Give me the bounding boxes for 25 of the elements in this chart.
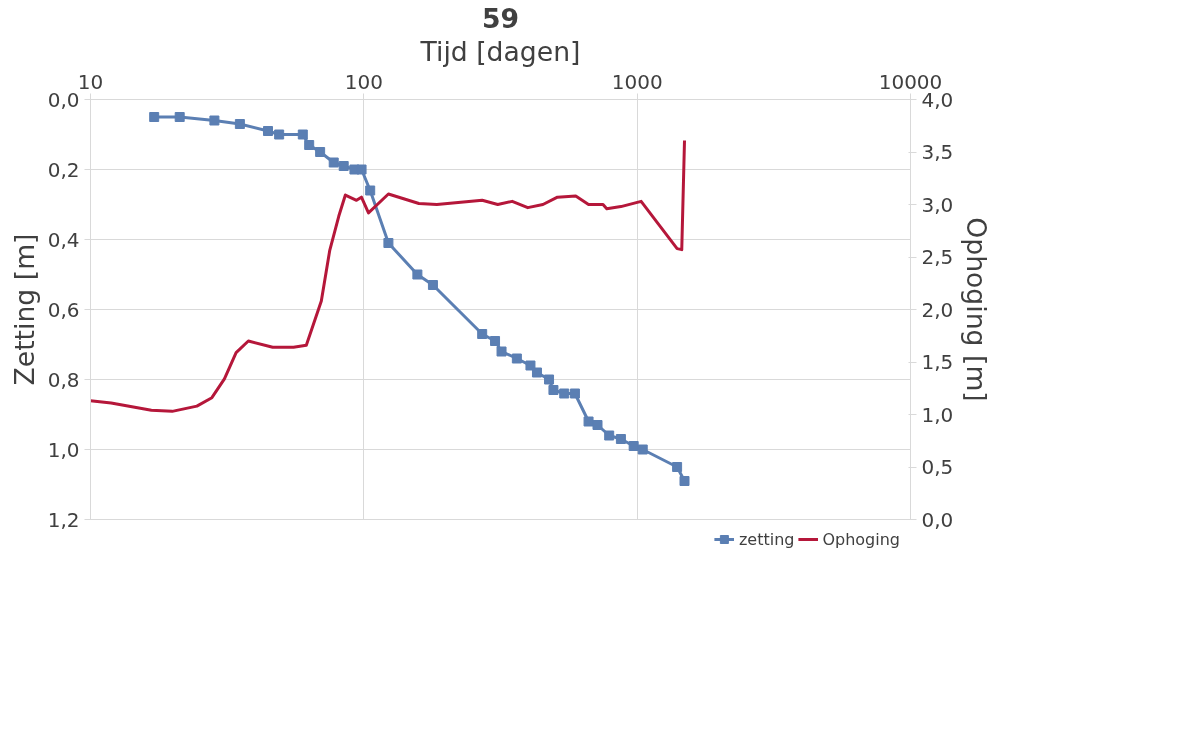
- y-tick-label: 1,0: [47, 437, 80, 462]
- y2-tick-label: 3,5: [921, 140, 954, 164]
- chart-title: 59: [481, 2, 520, 34]
- x-tick-label: 10000: [878, 69, 943, 94]
- x-axis-title: Tijd [dagen]: [419, 35, 581, 67]
- y2-tick-label: 3,0: [921, 192, 954, 217]
- x-tick-label: 10: [77, 69, 104, 94]
- y-axis-title: Zetting [m]: [8, 233, 40, 386]
- y2-tick-label: 2,0: [921, 297, 954, 322]
- y-tick-label: 0,4: [47, 227, 80, 252]
- legend-label: zetting: [738, 529, 795, 549]
- legend-label: Ophoging: [822, 529, 900, 549]
- y2-axis-title: Ophoging [m]: [961, 217, 993, 402]
- y2-tick-label: 2,5: [921, 245, 954, 269]
- y-tick-label: 0,8: [47, 367, 80, 392]
- y-tick-label: 0,0: [47, 87, 80, 112]
- y2-tick-label: 1,0: [921, 402, 954, 427]
- x-tick-label: 1000: [611, 69, 663, 94]
- y-tick-label: 0,6: [47, 297, 80, 322]
- y2-tick-label: 0,5: [921, 455, 954, 479]
- y-tick-label: 1,2: [47, 507, 80, 532]
- y2-tick-label: 1,5: [921, 350, 954, 374]
- x-tick-label: 100: [344, 69, 383, 94]
- y2-tick-label: 0,0: [921, 507, 954, 532]
- y-tick-label: 0,2: [47, 157, 80, 182]
